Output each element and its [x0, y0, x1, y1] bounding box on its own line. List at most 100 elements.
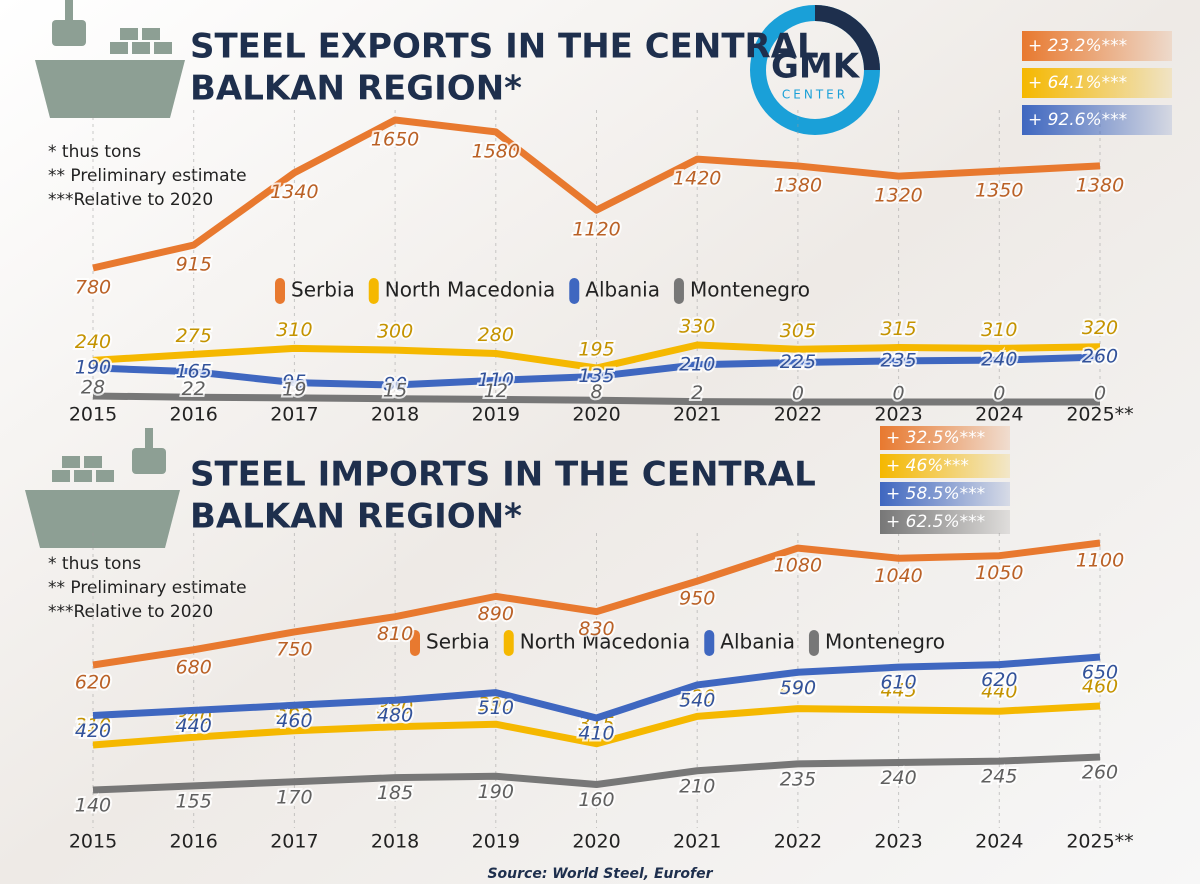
- badge-label: + 62.5%***: [886, 512, 985, 532]
- value-label: 260: [1082, 762, 1118, 784]
- x-tick-label: 2016: [170, 831, 218, 853]
- value-label: 190: [75, 356, 111, 378]
- value-label: 190: [478, 781, 514, 803]
- value-label: 420: [75, 720, 111, 742]
- value-label: 450: [780, 678, 816, 700]
- value-label: 1380: [774, 174, 822, 196]
- value-label: 440: [176, 715, 212, 737]
- ship-icon: [25, 428, 180, 548]
- x-tick-label: 2023: [874, 831, 922, 853]
- logo-name: GMK: [771, 47, 861, 87]
- x-tick-label: 2022: [774, 404, 822, 426]
- x-tick-label: 2021: [673, 404, 721, 426]
- value-label: 445: [880, 679, 916, 701]
- chart-title: STEEL EXPORTS IN THE CENTRAL: [190, 27, 819, 67]
- x-tick-label: 2020: [572, 831, 620, 853]
- x-tick-label: 2022: [774, 831, 822, 853]
- logo-sub: CENTER: [782, 88, 848, 102]
- value-label: 440: [981, 681, 1017, 703]
- value-label: 1080: [774, 555, 822, 577]
- value-label: 140: [75, 795, 111, 817]
- x-tick-label: 2023: [874, 404, 922, 426]
- value-label: 1040: [874, 565, 922, 587]
- legend-marker: [673, 278, 684, 304]
- value-label: 330: [679, 316, 715, 338]
- value-label: 305: [780, 320, 816, 342]
- x-tick-label: 2017: [270, 404, 318, 426]
- badge: [880, 426, 1010, 450]
- badge: [880, 454, 1010, 478]
- value-label: 830: [578, 618, 614, 640]
- value-label: 8: [590, 381, 602, 403]
- value-label: 80: [383, 374, 407, 396]
- source: Source: World Steel, Eurofer: [487, 866, 713, 882]
- series-line: [92, 353, 1101, 389]
- value-label: 110: [478, 369, 514, 391]
- x-tick-label: 2018: [371, 404, 419, 426]
- value-label: 410: [578, 723, 614, 745]
- value-label: 1340: [270, 181, 318, 203]
- x-tick-label: 2015: [69, 831, 117, 853]
- x-tick-label: 2019: [472, 831, 520, 853]
- series-line: [92, 341, 1101, 372]
- value-label: 240: [880, 767, 916, 789]
- value-label: 260: [1082, 346, 1118, 368]
- badge-label: + 58.5%***: [886, 484, 985, 504]
- value-label: 240: [981, 349, 1017, 371]
- badge-label: + 46%***: [886, 456, 969, 476]
- value-label: 300: [377, 321, 413, 343]
- value-label: 890: [478, 603, 514, 625]
- note: ***Relative to 2020: [48, 602, 213, 622]
- note: ** Preliminary estimate: [48, 578, 247, 598]
- legend-label: Serbia: [291, 278, 355, 302]
- value-label: 1320: [874, 185, 922, 207]
- value-label: 950: [679, 588, 715, 610]
- series-line: [92, 653, 1101, 722]
- value-label: 540: [679, 689, 715, 711]
- x-tick-label: 2021: [673, 831, 721, 853]
- series-line: [92, 116, 1101, 272]
- legend-label: North Macedonia: [520, 630, 691, 654]
- badge-label: + 92.6%***: [1028, 110, 1127, 130]
- value-label: 1580: [472, 140, 520, 162]
- legend-marker: [410, 630, 420, 656]
- x-tick-label: 2016: [170, 404, 218, 426]
- value-label: 170: [276, 786, 312, 808]
- legend-marker: [704, 630, 715, 656]
- value-label: 28: [81, 377, 105, 399]
- x-tick-label: 2017: [270, 831, 318, 853]
- chart-title: STEEL IMPORTS IN THE CENTRAL: [190, 455, 816, 495]
- value-label: 460: [276, 710, 312, 732]
- x-tick-label: 2025**: [1066, 831, 1133, 853]
- value-label: 610: [880, 672, 916, 694]
- legend-label: Serbia: [426, 630, 490, 654]
- note: * thus tons: [48, 142, 141, 162]
- value-label: 160: [578, 789, 614, 811]
- value-label: 1120: [572, 219, 620, 241]
- badge: [880, 510, 1010, 534]
- series-line: [92, 539, 1101, 669]
- x-tick-label: 2015: [69, 404, 117, 426]
- legend-marker: [808, 630, 819, 656]
- value-label: 590: [780, 677, 816, 699]
- value-label: 210: [679, 775, 715, 797]
- ship-icon: [35, 0, 185, 118]
- x-tick-label: 2024: [975, 404, 1023, 426]
- chart-title: BALKAN REGION*: [190, 69, 522, 109]
- value-label: 1420: [673, 168, 721, 190]
- x-tick-label: 2025**: [1066, 404, 1133, 426]
- value-label: 210: [679, 353, 715, 375]
- value-label: 22: [182, 378, 206, 400]
- note: ** Preliminary estimate: [48, 166, 247, 186]
- value-label: 1380: [1076, 174, 1124, 196]
- value-label: 510: [478, 697, 514, 719]
- value-label: 310: [75, 715, 111, 737]
- value-label: 19: [282, 378, 306, 400]
- chart-title: BALKAN REGION*: [190, 497, 522, 537]
- value-label: 810: [377, 623, 413, 645]
- value-label: 460: [1082, 676, 1118, 698]
- series-line: [92, 753, 1101, 794]
- legend-label: Montenegro: [690, 278, 810, 302]
- value-label: 750: [276, 638, 312, 660]
